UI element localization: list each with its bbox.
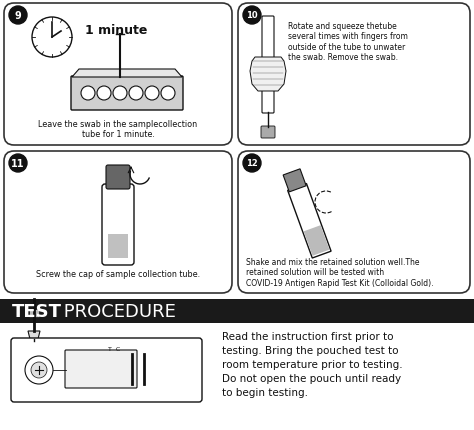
- Bar: [0, 299, 474, 323]
- Text: Do not open the pouch until ready: Do not open the pouch until ready: [222, 373, 401, 383]
- Circle shape: [243, 155, 261, 172]
- Text: Read the instruction first prior to: Read the instruction first prior to: [222, 331, 393, 341]
- FancyBboxPatch shape: [65, 350, 137, 388]
- Circle shape: [25, 356, 53, 384]
- Text: 11: 11: [11, 159, 25, 169]
- FancyBboxPatch shape: [262, 17, 274, 114]
- FancyBboxPatch shape: [4, 4, 232, 146]
- Text: room temperature prior to testing.: room temperature prior to testing.: [222, 359, 402, 369]
- FancyBboxPatch shape: [71, 77, 183, 111]
- FancyBboxPatch shape: [102, 184, 134, 265]
- Circle shape: [9, 7, 27, 25]
- Text: PROCEDURE: PROCEDURE: [58, 302, 176, 320]
- Bar: [29, 309, 39, 317]
- FancyBboxPatch shape: [11, 338, 202, 402]
- Polygon shape: [28, 331, 40, 339]
- Bar: [108, 234, 128, 258]
- Circle shape: [81, 87, 95, 101]
- Polygon shape: [250, 58, 286, 92]
- FancyBboxPatch shape: [238, 152, 470, 293]
- FancyBboxPatch shape: [261, 127, 275, 139]
- FancyBboxPatch shape: [106, 166, 130, 190]
- Text: Leave the swab in the samplecollection
tube for 1 minute.: Leave the swab in the samplecollection t…: [38, 120, 198, 139]
- Circle shape: [145, 87, 159, 101]
- Text: testing. Bring the pouched test to: testing. Bring the pouched test to: [222, 345, 399, 355]
- Circle shape: [97, 87, 111, 101]
- Text: Screw the cap of sample collection tube.: Screw the cap of sample collection tube.: [36, 269, 200, 278]
- Text: 1 minute: 1 minute: [85, 24, 147, 37]
- Circle shape: [161, 87, 175, 101]
- Circle shape: [113, 87, 127, 101]
- Circle shape: [243, 7, 261, 25]
- Polygon shape: [288, 184, 331, 258]
- Polygon shape: [283, 169, 306, 193]
- Circle shape: [31, 362, 47, 378]
- FancyBboxPatch shape: [4, 152, 232, 293]
- Circle shape: [129, 87, 143, 101]
- FancyBboxPatch shape: [238, 4, 470, 146]
- Polygon shape: [72, 70, 182, 78]
- Circle shape: [9, 155, 27, 172]
- Text: Rotate and squeeze thetube
several times with fingers from
outside of the tube t: Rotate and squeeze thetube several times…: [288, 22, 408, 62]
- Text: 10: 10: [246, 12, 258, 21]
- Polygon shape: [304, 226, 329, 256]
- Text: to begin testing.: to begin testing.: [222, 387, 308, 397]
- Text: TEST: TEST: [12, 302, 62, 320]
- Text: Shake and mix the retained solution well.The
retained solution will be tested wi: Shake and mix the retained solution well…: [246, 258, 434, 287]
- Text: T  C: T C: [108, 346, 120, 351]
- Text: 12: 12: [246, 159, 258, 168]
- Text: 9: 9: [15, 11, 21, 21]
- Circle shape: [32, 18, 72, 58]
